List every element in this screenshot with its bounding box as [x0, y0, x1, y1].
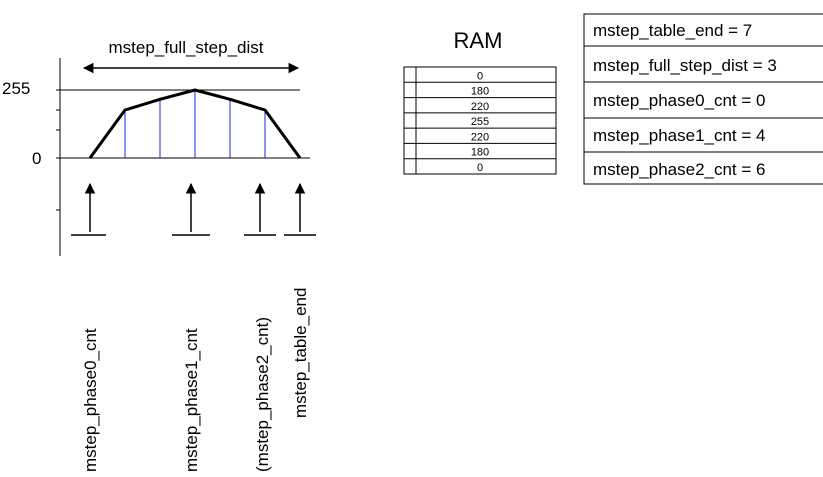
- param-table-end: mstep_table_end = 7: [593, 21, 752, 40]
- waveform-chart: mstep_full_step_dist 255 0 mstep_phase0_…: [2, 38, 316, 472]
- sine-curve: [88, 88, 302, 159]
- param-outline: [583, 13, 823, 185]
- ram-cell-value: 220: [471, 131, 489, 143]
- ram-cell-value: 220: [471, 101, 489, 113]
- phase0-cnt-label: mstep_phase0_cnt: [81, 328, 100, 472]
- ram-cell-value: 180: [471, 147, 489, 159]
- phase1-cnt-label: mstep_phase1_cnt: [182, 328, 201, 472]
- pointer-phase2: (mstep_phase2_cnt): [244, 182, 276, 472]
- param-table: mstep_table_end = 7 mstep_full_step_dist…: [583, 13, 823, 185]
- pointer-table-end: mstep_table_end: [284, 182, 316, 418]
- param-phase2-cnt: mstep_phase2_cnt = 6: [593, 160, 765, 179]
- ram-cell-value: 0: [477, 70, 483, 82]
- ram-rows: 0 180 220 255 220 180 0: [404, 70, 556, 174]
- sample-lines: [124, 90, 266, 158]
- y-label-255: 255: [2, 79, 30, 98]
- pointer-phase0: mstep_phase0_cnt: [71, 182, 106, 472]
- ram-cell-value: 255: [471, 116, 489, 128]
- table-end-label: mstep_table_end: [291, 288, 310, 418]
- full-step-dist-label: mstep_full_step_dist: [109, 38, 264, 57]
- ram-cell-value: 0: [477, 162, 483, 174]
- pointer-phase1: mstep_phase1_cnt: [172, 182, 210, 472]
- phase2-cnt-label: (mstep_phase2_cnt): [253, 317, 272, 472]
- y-label-0: 0: [32, 149, 41, 168]
- param-full-step-dist: mstep_full_step_dist = 3: [593, 56, 777, 75]
- ram-table: RAM 0 180 220 255 220 180 0: [403, 28, 557, 175]
- ram-cell-value: 180: [471, 86, 489, 98]
- ram-outline: [403, 66, 557, 175]
- param-phase0-cnt: mstep_phase0_cnt = 0: [593, 91, 765, 110]
- param-phase1-cnt: mstep_phase1_cnt = 4: [593, 126, 765, 145]
- ram-title: RAM: [454, 28, 503, 53]
